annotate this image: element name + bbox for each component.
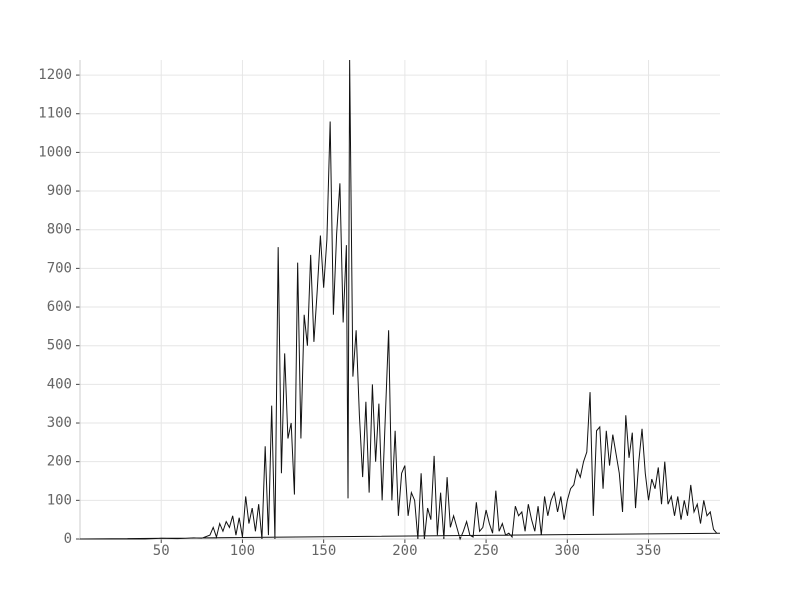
data-line: [79, 59, 721, 541]
x-tick-label: 150: [311, 543, 336, 559]
x-tick-label: 200: [392, 543, 417, 559]
y-tick-label: 500: [47, 338, 72, 354]
y-tick-label: 100: [47, 492, 72, 508]
y-tick-label: 1000: [38, 144, 72, 160]
y-tick-label: 1200: [38, 67, 72, 83]
x-tick-label: 350: [636, 543, 661, 559]
y-tick-label: 400: [47, 376, 72, 392]
x-tick-label: 300: [555, 543, 580, 559]
x-tick-label: 250: [473, 543, 498, 559]
y-tick-label: 700: [47, 260, 72, 276]
y-tick-label: 600: [47, 299, 72, 315]
y-tick-label: 900: [47, 183, 72, 199]
y-tick-label: 200: [47, 454, 72, 470]
x-tick-label: 100: [230, 543, 255, 559]
y-tick-label: 1100: [38, 106, 72, 122]
y-tick-label: 300: [47, 415, 72, 431]
y-tick-label: 800: [47, 222, 72, 238]
x-tick-label: 50: [153, 543, 170, 559]
y-tick-label: 0: [64, 531, 72, 547]
